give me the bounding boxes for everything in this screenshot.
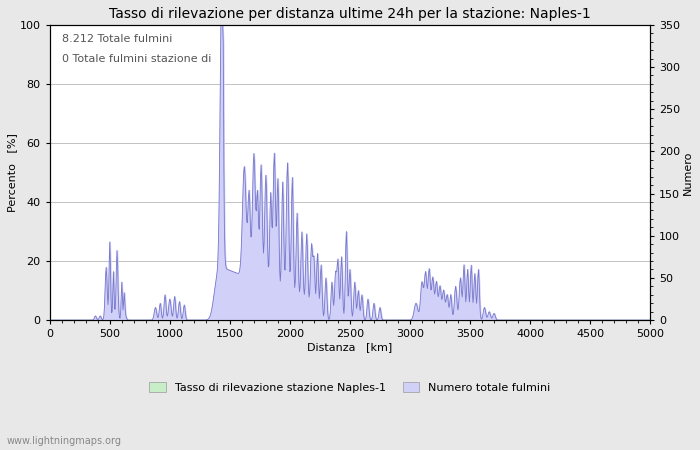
Text: 8.212 Totale fulmini: 8.212 Totale fulmini <box>62 34 172 44</box>
Y-axis label: Numero: Numero <box>683 150 693 195</box>
Title: Tasso di rilevazione per distanza ultime 24h per la stazione: Naples-1: Tasso di rilevazione per distanza ultime… <box>109 7 591 21</box>
Text: www.lightningmaps.org: www.lightningmaps.org <box>7 436 122 446</box>
Text: 0 Totale fulmini stazione di: 0 Totale fulmini stazione di <box>62 54 211 64</box>
X-axis label: Distanza   [km]: Distanza [km] <box>307 342 393 352</box>
Y-axis label: Percento   [%]: Percento [%] <box>7 133 17 212</box>
Legend: Tasso di rilevazione stazione Naples-1, Numero totale fulmini: Tasso di rilevazione stazione Naples-1, … <box>145 378 555 397</box>
